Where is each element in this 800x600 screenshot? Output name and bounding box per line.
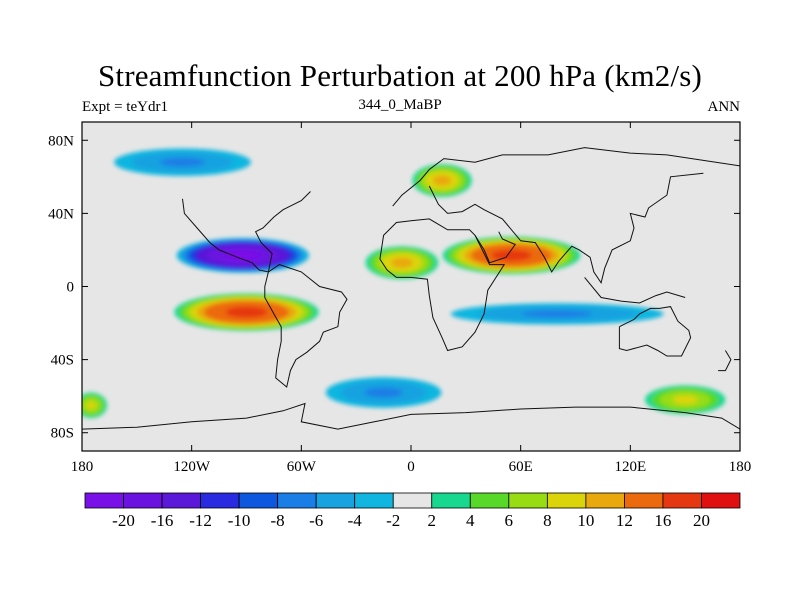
colorbar-swatch: [662, 492, 702, 509]
colorbar-swatch: [84, 492, 124, 509]
colorbar-swatch: [200, 492, 240, 509]
colorbar-swatch: [392, 492, 433, 509]
colorbar-swatch: [354, 492, 394, 509]
y-tick-label: 40S: [51, 353, 74, 369]
coastline-segment: [718, 350, 732, 372]
coastline-segment: [584, 277, 686, 304]
coastline-segment: [392, 147, 740, 207]
colorbar-swatch: [624, 492, 664, 509]
colorbar-label: 10: [577, 511, 594, 530]
season-label: ANN: [707, 99, 741, 115]
colorbar-label: 20: [693, 511, 710, 530]
contour-africa-anticyclone: [391, 257, 413, 268]
colorbar-swatch: [585, 492, 625, 509]
colorbar-label: -2: [386, 511, 400, 530]
contour-southeast-pacific-high: [672, 395, 698, 405]
contour-north-atlantic-high: [433, 175, 452, 186]
x-tick-label: 120E: [614, 459, 646, 475]
y-tick-label: 40N: [48, 206, 74, 222]
x-tick-label: 120W: [173, 459, 211, 475]
colorbar-swatch: [431, 492, 471, 509]
coastline-segment: [379, 218, 506, 352]
contour-southern-indian-low: [522, 310, 592, 318]
x-tick-label: 60W: [287, 459, 317, 475]
colorbar-swatch: [469, 492, 510, 509]
time-label: 344_0_MaBP: [358, 97, 442, 113]
coastline-segment: [618, 306, 692, 357]
colorbar-label: -4: [348, 511, 363, 530]
colorbar-swatch: [701, 492, 741, 509]
contour-antarctic-high-west: [86, 401, 97, 410]
y-tick-label: 0: [67, 280, 75, 296]
colorbar-label: -8: [271, 511, 285, 530]
y-axis: 80N 40N 0 40S 80S: [48, 133, 740, 442]
coastline-segment: [428, 172, 704, 285]
colorbar-label: -12: [189, 511, 212, 530]
coastline-segment: [264, 264, 348, 388]
colorbar-swatch: [315, 492, 356, 509]
y-tick-label: 80N: [48, 133, 74, 149]
colorbar-swatch: [277, 492, 317, 509]
colorbar-label: -20: [112, 511, 135, 530]
contour-fill-layer: [82, 148, 726, 419]
colorbar-label: -6: [309, 511, 323, 530]
colorbar-swatch: [238, 492, 279, 509]
colorbar-swatch: [161, 492, 201, 509]
x-axis: 180 120W 60W 0 60E 120E 180: [71, 122, 752, 475]
colorbar-swatch: [123, 492, 163, 509]
chart-title: Streamfunction Perturbation at 200 hPa (…: [97, 58, 703, 93]
colorbar-label: 4: [466, 511, 475, 530]
experiment-label: Expt = teYdr1: [82, 99, 168, 115]
colorbar-label: 12: [616, 511, 633, 530]
x-tick-label: 60E: [509, 459, 533, 475]
x-tick-label: 180: [71, 459, 94, 475]
contour-asian-anticyclone: [491, 249, 532, 261]
colorbar-label: 16: [654, 511, 671, 530]
colorbar: -20 -16 -12 -10 -8 -6 -4 -2 2 4 6 8 10 12 16 20: [84, 492, 741, 530]
contour-north-pacific-low: [160, 157, 205, 167]
contour-west-pacific-cyclone: [223, 250, 262, 261]
colorbar-label: 6: [505, 511, 514, 530]
colorbar-swatch: [508, 492, 548, 509]
colorbar-label: 2: [428, 511, 437, 530]
colorbar-label: -10: [228, 511, 251, 530]
coastline-layer: [82, 147, 740, 430]
colorbar-label: 8: [543, 511, 552, 530]
coastline-segment: [82, 402, 740, 430]
contour-south-pacific-anticyclone: [225, 306, 268, 318]
contour-south-atlantic-low: [364, 387, 403, 398]
colorbar-swatch: [546, 492, 587, 509]
coastline-segment: [474, 231, 516, 264]
coastline-segment: [182, 191, 311, 273]
x-tick-label: 180: [729, 459, 752, 475]
y-tick-label: 80S: [51, 426, 74, 442]
x-tick-label: 0: [407, 459, 415, 475]
colorbar-label: -16: [151, 511, 174, 530]
